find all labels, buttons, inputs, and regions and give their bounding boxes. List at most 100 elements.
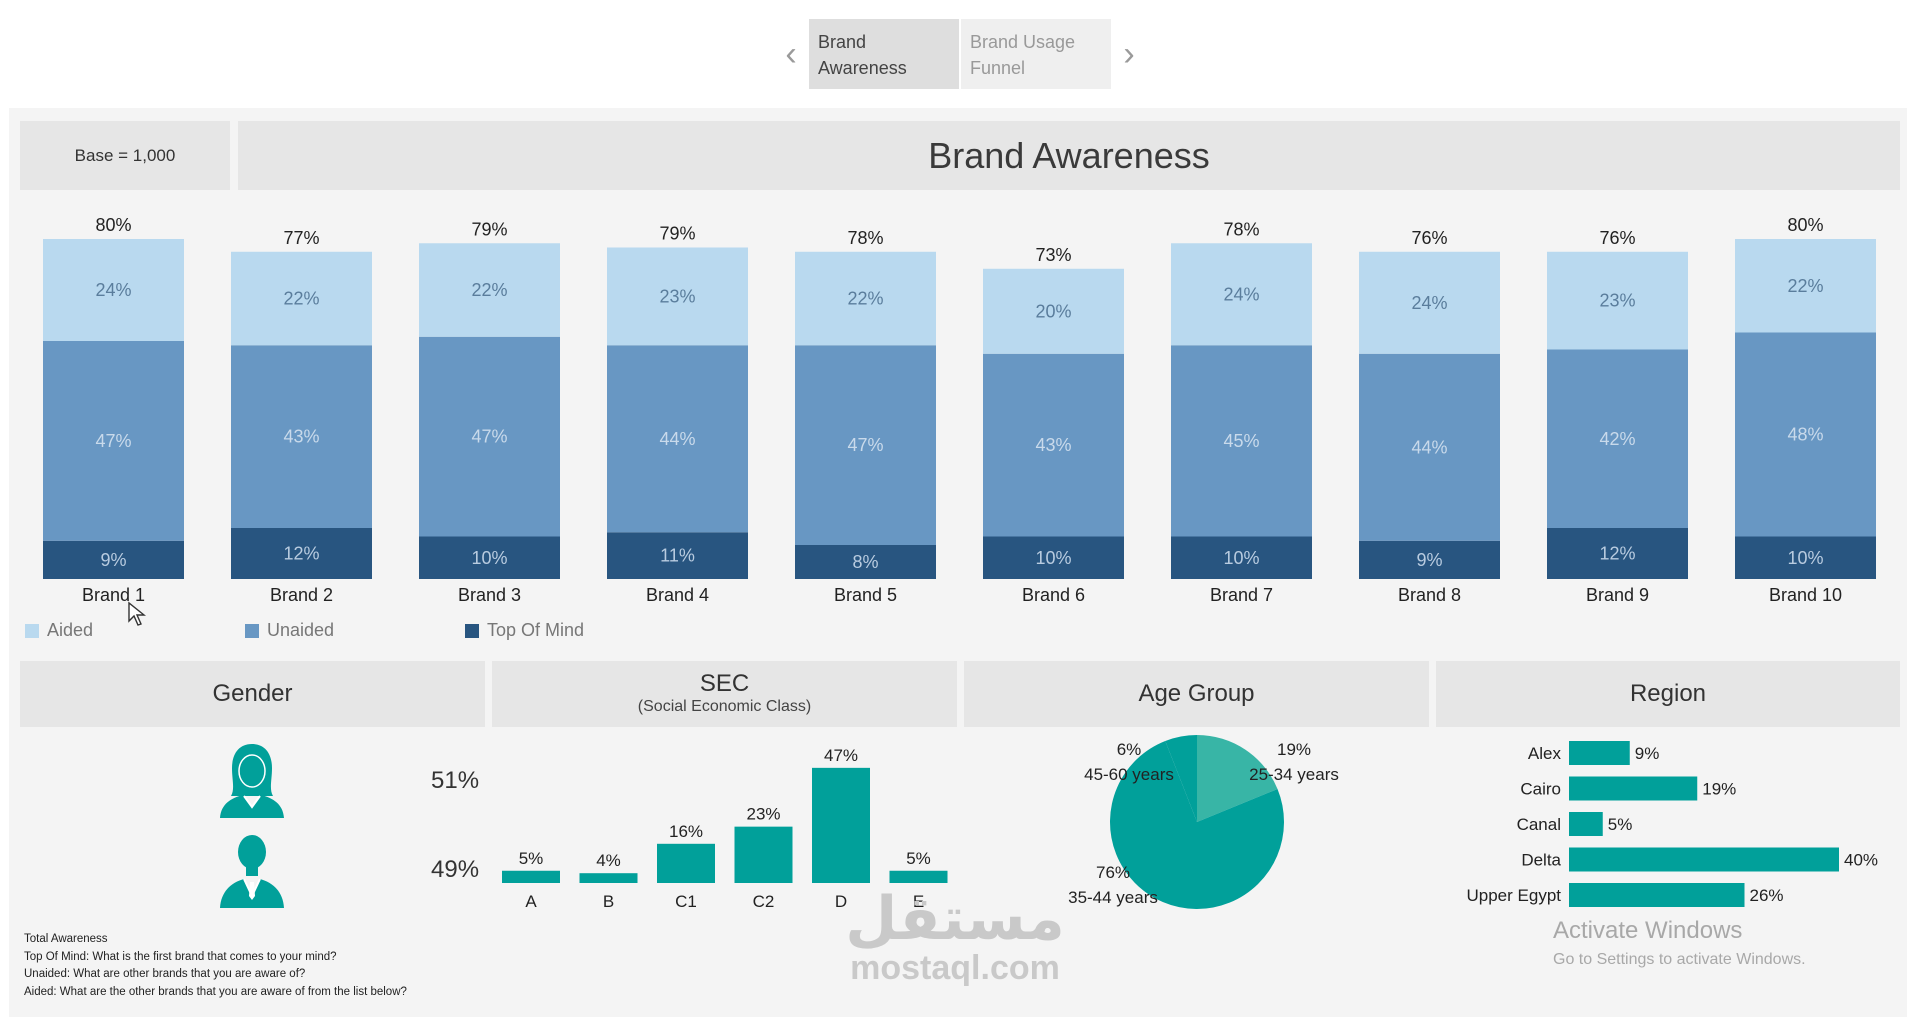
segment-label-aided: 24%	[1411, 293, 1447, 313]
category-label: Brand 3	[458, 585, 521, 605]
activate-windows-title: Activate Windows	[1553, 917, 1743, 944]
bar-segment-unaided	[607, 345, 748, 533]
total-label: 80%	[95, 215, 131, 235]
bar-segment-aided	[1547, 251, 1688, 350]
sec-bar	[812, 767, 870, 883]
pie-slice	[1165, 735, 1197, 822]
bar-segment-aided	[43, 239, 184, 341]
region-category-label: Delta	[1521, 851, 1561, 870]
region-bar	[1569, 812, 1603, 836]
tab-label-line2: Funnel	[970, 58, 1026, 78]
note-unaided: Unaided: What are other brands that you …	[24, 968, 306, 980]
nav-prev-arrow-icon[interactable]: ‹	[785, 35, 797, 73]
sec-title: SEC	[699, 670, 750, 697]
bar-segment-aided	[419, 243, 560, 337]
brand-awareness-chart: 9% 47% 24% 80% Brand 1 12% 43% 22% 77% Brand 2 10%…	[43, 215, 1876, 605]
pie-category-label: 45-60 years	[1084, 765, 1174, 784]
bar-segment-unaided	[1735, 332, 1876, 537]
bar-segment-unaided	[231, 345, 372, 528]
pie-value-label: 76%	[1096, 863, 1130, 882]
sec-panel-header: SEC (Social Economic Class)	[492, 661, 957, 727]
bar-segment-top-of-mind	[1359, 540, 1500, 579]
region-value-label: 9%	[1635, 744, 1660, 763]
bar-segment-aided	[795, 251, 936, 346]
total-label: 78%	[847, 228, 883, 248]
segment-label-unaided: 48%	[1787, 425, 1823, 445]
pie-value-label: 6%	[1117, 740, 1142, 759]
sec-bar-chart: 5% A 4% B 16% C1 23% C2 47% D 5% E	[502, 746, 948, 911]
sec-bar	[657, 843, 715, 883]
sec-bar	[579, 873, 638, 883]
legend-label: Aided	[47, 620, 94, 640]
segment-label-top-of-mind: 11%	[660, 546, 695, 566]
bar-segment-top-of-mind	[419, 536, 560, 579]
category-label: Brand 5	[834, 585, 897, 605]
sec-category-label: D	[835, 892, 847, 911]
segment-label-top-of-mind: 12%	[1599, 544, 1635, 564]
age-pie-chart: 19% 25-34 years 76% 35-44 years 6% 45-60 year…	[1068, 735, 1339, 909]
pie-slice	[1197, 735, 1278, 822]
bar-segment-unaided	[795, 345, 936, 545]
legend-top-of-mind[interactable]: Top Of Mind	[465, 620, 584, 641]
sec-value-label: 4%	[596, 851, 621, 870]
legend-swatch-unaided	[245, 623, 259, 638]
segment-label-top-of-mind: 8%	[852, 552, 878, 572]
legend-swatch-aided	[25, 623, 39, 638]
pie-category-label: 35-44 years	[1068, 888, 1158, 907]
region-value-label: 5%	[1608, 815, 1633, 834]
segment-label-aided: 23%	[659, 286, 695, 306]
category-label: Brand 2	[270, 585, 333, 605]
tab-brand-usage-funnel[interactable]: Brand Usage Funnel	[961, 19, 1111, 89]
sec-value-label: 5%	[906, 849, 931, 868]
segment-label-aided: 22%	[283, 289, 319, 309]
bar-segment-top-of-mind	[43, 540, 184, 579]
sec-bar	[734, 826, 793, 883]
total-label: 76%	[1411, 228, 1447, 248]
legend-aided[interactable]: Aided	[25, 620, 93, 641]
male-percentage: 49%	[431, 856, 480, 883]
bar-segment-top-of-mind	[1735, 536, 1876, 579]
nav-next-arrow-icon[interactable]: ›	[1123, 35, 1135, 73]
segment-label-aided: 24%	[1223, 284, 1259, 304]
legend-label: Top Of Mind	[487, 620, 585, 640]
sec-category-label: C1	[675, 892, 697, 911]
region-value-label: 19%	[1702, 780, 1736, 799]
region-bar	[1569, 847, 1839, 872]
base-size-label: Base = 1,000	[20, 121, 230, 190]
segment-label-aided: 22%	[471, 280, 507, 300]
region-category-label: Canal	[1517, 815, 1561, 834]
segment-label-top-of-mind: 9%	[1416, 550, 1442, 570]
region-category-label: Cairo	[1520, 780, 1561, 799]
legend-unaided[interactable]: Unaided	[245, 620, 334, 641]
bar-segment-unaided	[1359, 353, 1500, 541]
segment-label-top-of-mind: 10%	[471, 548, 507, 568]
bar-segment-aided	[983, 268, 1124, 354]
bar-segment-top-of-mind	[1171, 536, 1312, 579]
region-value-label: 26%	[1750, 886, 1784, 905]
gender-panel-header: Gender	[20, 661, 485, 727]
segment-label-top-of-mind: 10%	[1787, 548, 1823, 568]
category-label: Brand 8	[1398, 585, 1461, 605]
bar-segment-top-of-mind	[607, 532, 748, 579]
region-panel-header: Region	[1436, 661, 1900, 727]
bar-segment-top-of-mind	[795, 545, 936, 579]
bar-segment-top-of-mind	[1547, 528, 1688, 579]
segment-label-unaided: 44%	[1411, 437, 1447, 457]
total-label: 73%	[1035, 245, 1071, 265]
sec-subtitle: (Social Economic Class)	[637, 698, 812, 715]
sec-value-label: 47%	[824, 746, 858, 765]
segment-label-top-of-mind: 9%	[100, 550, 126, 570]
total-label: 78%	[1223, 219, 1259, 239]
watermark-arabic: مستقل	[845, 885, 1065, 952]
category-label: Brand 10	[1769, 585, 1842, 605]
segment-label-top-of-mind: 10%	[1035, 548, 1071, 568]
female-icon	[220, 744, 284, 818]
category-label: Brand 7	[1210, 585, 1273, 605]
total-label: 80%	[1787, 215, 1823, 235]
tab-brand-awareness[interactable]: Brand Awareness	[809, 19, 959, 89]
segment-label-unaided: 44%	[659, 429, 695, 449]
bar-segment-unaided	[1171, 345, 1312, 537]
awareness-definitions: Total Awareness Top Of Mind: What is the…	[24, 931, 407, 1001]
category-label: Brand 9	[1586, 585, 1649, 605]
sec-category-label: A	[525, 892, 537, 911]
